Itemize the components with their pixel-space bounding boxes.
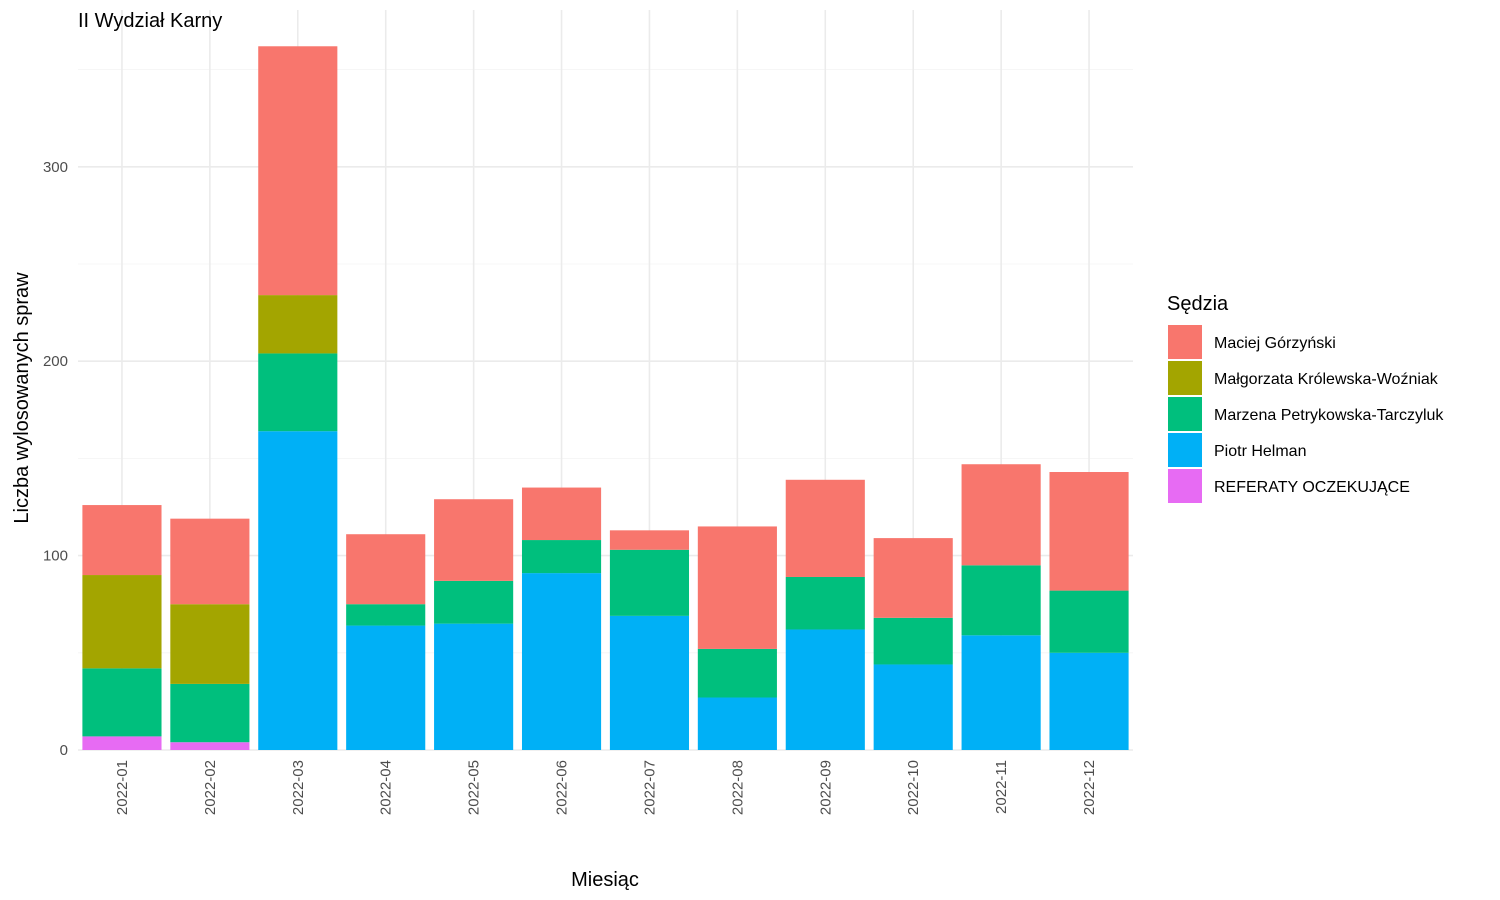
legend-swatch (1168, 397, 1202, 431)
x-tick-label: 2022-11 (993, 760, 1010, 814)
bar-segment (170, 518, 250, 605)
x-tick-label: 2022-05 (466, 760, 483, 815)
bar-segment (170, 683, 250, 743)
x-tick-label: 2022-01 (114, 760, 131, 815)
legend-swatch (1168, 469, 1202, 503)
legend: Sędzia Maciej Górzyński Małgorzata Królew… (1167, 293, 1444, 503)
y-tick-label: 0 (60, 742, 68, 759)
bar-segment (82, 505, 162, 576)
x-tick-label: 2022-04 (378, 760, 395, 815)
bar-segment (346, 534, 426, 605)
legend-label: REFERATY OCZEKUJĄCE (1214, 479, 1410, 496)
bar-segment (697, 648, 777, 698)
bar-segment (1049, 652, 1129, 750)
bar-segment (521, 487, 602, 541)
bar-segment (873, 664, 953, 750)
y-tick-label: 200 (43, 353, 68, 370)
x-tick-label: 2022-08 (729, 760, 746, 815)
y-axis-title: Liczba wylosowanych spraw (11, 272, 33, 524)
legend-label: Piotr Helman (1214, 443, 1306, 460)
bar-segment (258, 46, 338, 296)
bar-segment (873, 538, 953, 618)
bar-segment (521, 573, 602, 750)
legend-label: Maciej Górzyński (1214, 335, 1336, 352)
bar-segment (258, 353, 338, 432)
bars (82, 46, 1129, 750)
y-tick-label: 300 (43, 159, 68, 176)
bar-segment (521, 540, 602, 574)
legend-swatch (1168, 433, 1202, 467)
bar-segment (170, 604, 250, 684)
legend-label: Marzena Petrykowska-Tarczyluk (1214, 407, 1444, 424)
bar-segment (785, 576, 865, 630)
x-tick-label: 2022-07 (641, 760, 658, 815)
x-tick-label: 2022-12 (1081, 760, 1098, 815)
bar-segment (961, 635, 1041, 750)
bar-segment (609, 530, 690, 550)
bar-segment (434, 499, 514, 581)
bar-segment (346, 625, 426, 750)
legend-title: Sędzia (1167, 293, 1229, 315)
bar-segment (1049, 590, 1129, 653)
x-axis-title: Miesiąc (571, 869, 639, 891)
bar-segment (785, 479, 865, 577)
x-tick-label: 2022-06 (554, 760, 571, 815)
bar-segment (170, 742, 250, 750)
bar-segment (258, 295, 338, 354)
bar-segment (434, 623, 514, 750)
bar-segment (609, 549, 690, 616)
bar-segment (785, 629, 865, 750)
legend-label: Małgorzata Królewska-Woźniak (1214, 371, 1439, 388)
bar-segment (82, 668, 162, 737)
bar-segment (961, 565, 1041, 636)
bar-segment (697, 697, 777, 750)
x-tick-label: 2022-03 (290, 760, 307, 815)
bar-segment (82, 575, 162, 669)
x-tick-label: 2022-02 (202, 760, 219, 815)
bar-segment (961, 464, 1041, 566)
y-axis-ticks: 0 100 200 300 (43, 159, 68, 759)
y-tick-label: 100 (43, 548, 68, 565)
legend-swatch (1168, 361, 1202, 395)
bar-segment (82, 736, 162, 750)
bar-segment (346, 604, 426, 626)
x-axis-ticks: 2022-01 2022-02 2022-03 2022-04 2022-05 2022-… (114, 760, 1098, 815)
x-tick-label: 2022-09 (817, 760, 834, 815)
bar-segment (258, 431, 338, 750)
bar-segment (1049, 472, 1129, 591)
bar-segment (697, 526, 777, 649)
bar-segment (609, 615, 690, 750)
bar-segment (434, 580, 514, 624)
x-tick-label: 2022-10 (905, 760, 922, 815)
bar-segment (873, 617, 953, 665)
chart-title: II Wydział Karny (78, 10, 222, 32)
legend-swatch (1168, 325, 1202, 359)
